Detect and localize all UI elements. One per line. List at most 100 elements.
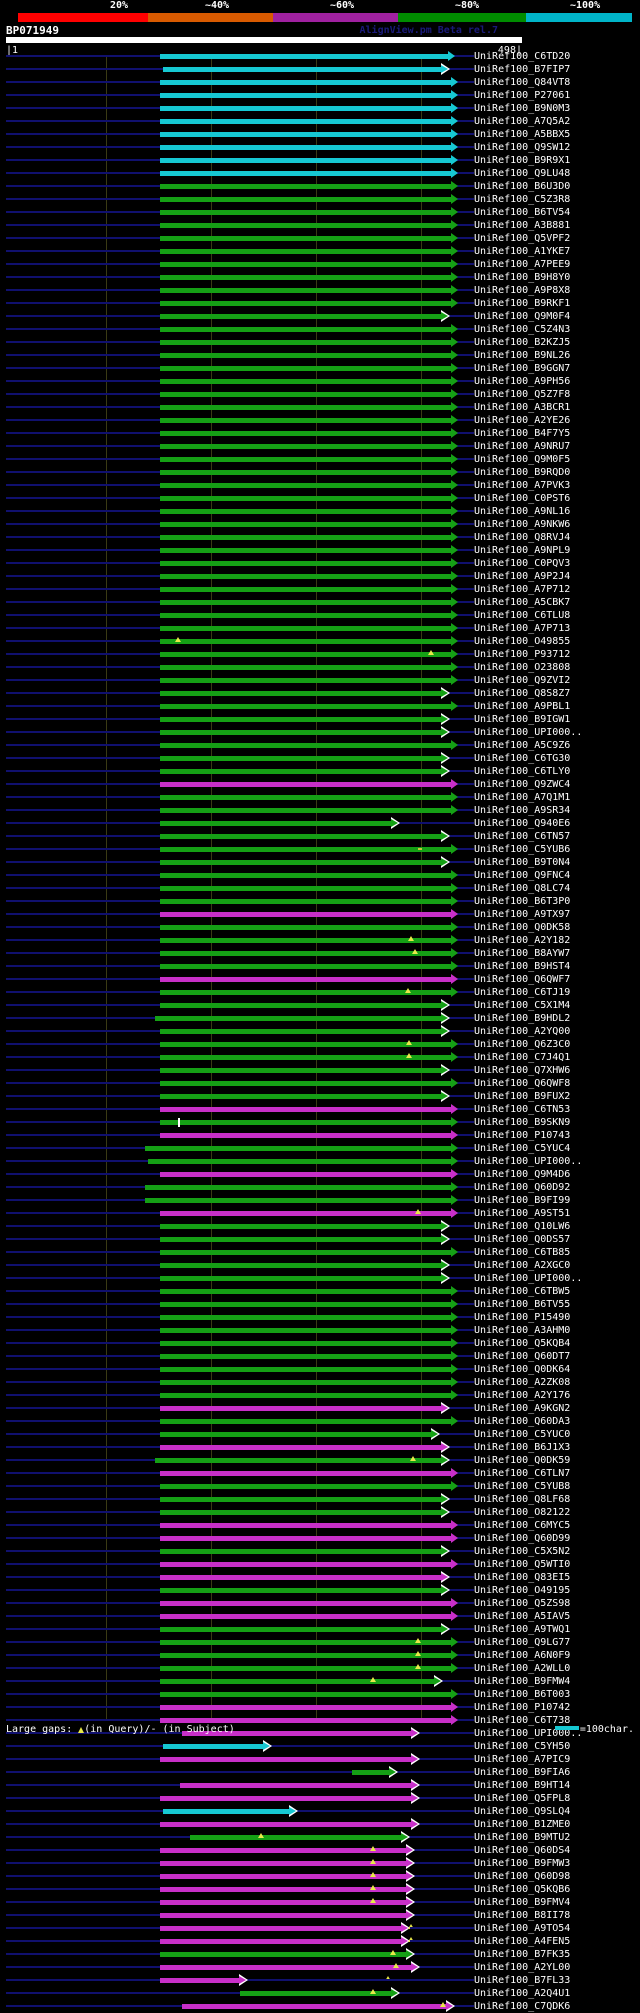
subject-label[interactable]: UniRef100_A9P2J4	[474, 571, 571, 582]
alignment-row[interactable]: UniRef100_B7FK35	[0, 1948, 640, 1961]
alignment-bar[interactable]	[160, 626, 451, 631]
alignment-row[interactable]: UniRef100_B6U3D0	[0, 180, 640, 193]
alignment-bar[interactable]	[160, 1510, 441, 1515]
alignment-bar[interactable]	[160, 1952, 406, 1957]
alignment-bar[interactable]	[160, 951, 451, 956]
alignment-row[interactable]: UniRef100_Q5WTI0	[0, 1558, 640, 1571]
alignment-row[interactable]: UniRef100_B9SKN9	[0, 1116, 640, 1129]
subject-label[interactable]: UniRef100_B9HDL2	[474, 1013, 571, 1024]
alignment-row[interactable]: UniRef100_C5Z4N3	[0, 323, 640, 336]
alignment-bar[interactable]	[160, 314, 441, 319]
alignment-row[interactable]: UniRef100_O82122	[0, 1506, 640, 1519]
alignment-bar[interactable]	[160, 652, 451, 657]
subject-label[interactable]: UniRef100_C5Z4N3	[474, 324, 571, 335]
subject-label[interactable]: UniRef100_B9FMW4	[474, 1676, 571, 1687]
alignment-row[interactable]: UniRef100_Q9M0F5	[0, 453, 640, 466]
alignment-row[interactable]: UniRef100_A3B881	[0, 219, 640, 232]
alignment-row[interactable]: UniRef100_C0PST6	[0, 492, 640, 505]
subject-label[interactable]: UniRef100_A9TX97	[474, 909, 571, 920]
subject-label[interactable]: UniRef100_O49855	[474, 636, 571, 647]
alignment-row[interactable]: UniRef100_A6N0F9	[0, 1649, 640, 1662]
subject-label[interactable]: UniRef100_Q9LU48	[474, 168, 571, 179]
subject-label[interactable]: UniRef100_B6J1X3	[474, 1442, 571, 1453]
alignment-row[interactable]: UniRef100_A7Q1M1	[0, 791, 640, 804]
subject-label[interactable]: UniRef100_Q0DS57	[474, 1234, 571, 1245]
alignment-row[interactable]: UniRef100_Q9M0F4	[0, 310, 640, 323]
alignment-bar[interactable]	[160, 886, 451, 891]
subject-label[interactable]: UniRef100_B9HST4	[474, 961, 571, 972]
subject-label[interactable]: UniRef100_C5YUC4	[474, 1143, 571, 1154]
alignment-row[interactable]: UniRef100_C5X1M4	[0, 999, 640, 1012]
subject-label[interactable]: UniRef100_Q0DK64	[474, 1364, 571, 1375]
alignment-row[interactable]: UniRef100_Q9ZVI2	[0, 674, 640, 687]
alignment-bar[interactable]	[160, 1549, 441, 1554]
alignment-bar[interactable]	[163, 1744, 263, 1749]
alignment-row[interactable]: UniRef100_B6TV55	[0, 1298, 640, 1311]
subject-label[interactable]: UniRef100_C6TN53	[474, 1104, 571, 1115]
alignment-bar[interactable]	[160, 600, 451, 605]
alignment-bar[interactable]	[160, 1055, 451, 1060]
subject-label[interactable]: UniRef100_B6T003	[474, 1689, 571, 1700]
alignment-bar[interactable]	[160, 366, 451, 371]
alignment-bar[interactable]	[160, 1042, 451, 1047]
subject-label[interactable]: UniRef100_B9FI99	[474, 1195, 571, 1206]
alignment-bar[interactable]	[155, 1016, 441, 1021]
alignment-bar[interactable]	[160, 1562, 451, 1567]
subject-label[interactable]: UniRef100_A4FEN5	[474, 1936, 571, 1947]
alignment-row[interactable]: UniRef100_O23808	[0, 661, 640, 674]
alignment-row[interactable]: UniRef100_B9FMW4	[0, 1675, 640, 1688]
subject-label[interactable]: UniRef100_P10743	[474, 1130, 571, 1141]
alignment-row[interactable]: UniRef100_A2Q4U1	[0, 1987, 640, 2000]
alignment-bar[interactable]	[160, 392, 451, 397]
alignment-row[interactable]: UniRef100_Q5FPL8	[0, 1792, 640, 1805]
alignment-row[interactable]: UniRef100_B2KZJ5	[0, 336, 640, 349]
alignment-row[interactable]: UniRef100_Q9SLQ4	[0, 1805, 640, 1818]
alignment-bar[interactable]	[160, 704, 451, 709]
alignment-bar[interactable]	[182, 1731, 411, 1736]
alignment-bar[interactable]	[160, 1107, 451, 1112]
alignment-bar[interactable]	[160, 1003, 441, 1008]
subject-label[interactable]: UniRef100_C0PST6	[474, 493, 571, 504]
alignment-bar[interactable]	[160, 249, 451, 254]
alignment-row[interactable]: UniRef100_B9FMV4	[0, 1896, 640, 1909]
alignment-bar[interactable]	[160, 275, 451, 280]
subject-label[interactable]: UniRef100_Q60D99	[474, 1533, 571, 1544]
alignment-row[interactable]: UniRef100_Q60D98	[0, 1870, 640, 1883]
alignment-bar[interactable]	[160, 132, 451, 137]
alignment-bar[interactable]	[160, 1978, 239, 1983]
alignment-bar[interactable]	[160, 119, 451, 124]
subject-label[interactable]: UniRef100_B6T3P0	[474, 896, 571, 907]
alignment-bar[interactable]	[160, 80, 451, 85]
alignment-row[interactable]: UniRef100_A2YQ00	[0, 1025, 640, 1038]
alignment-bar[interactable]	[160, 1393, 451, 1398]
subject-label[interactable]: UniRef100_Q60DT7	[474, 1351, 571, 1362]
alignment-row[interactable]: UniRef100_Q60DS4	[0, 1844, 640, 1857]
alignment-row[interactable]: UniRef100_C6MYC5	[0, 1519, 640, 1532]
subject-label[interactable]: UniRef100_B9FIA6	[474, 1767, 571, 1778]
alignment-bar[interactable]	[160, 743, 451, 748]
subject-label[interactable]: UniRef100_C5YUB6	[474, 844, 571, 855]
alignment-row[interactable]: UniRef100_C6TLY0	[0, 765, 640, 778]
subject-label[interactable]: UniRef100_Q10LW6	[474, 1221, 571, 1232]
alignment-bar[interactable]	[240, 1991, 391, 1996]
subject-label[interactable]: UniRef100_Q9M0F4	[474, 311, 571, 322]
subject-label[interactable]: UniRef100_Q9LG77	[474, 1637, 571, 1648]
alignment-row[interactable]: UniRef100_A2WLL0	[0, 1662, 640, 1675]
alignment-row[interactable]: UniRef100_Q60D99	[0, 1532, 640, 1545]
alignment-row[interactable]: UniRef100_B9GGN7	[0, 362, 640, 375]
subject-label[interactable]: UniRef100_B9IGW1	[474, 714, 571, 725]
alignment-bar[interactable]	[160, 158, 451, 163]
subject-label[interactable]: UniRef100_Q8RVJ4	[474, 532, 571, 543]
subject-label[interactable]: UniRef100_A2Y176	[474, 1390, 571, 1401]
alignment-bar[interactable]	[160, 860, 441, 865]
alignment-bar[interactable]	[160, 1471, 451, 1476]
subject-label[interactable]: UniRef100_A5IAV5	[474, 1611, 571, 1622]
alignment-bar[interactable]	[160, 1367, 451, 1372]
alignment-row[interactable]: UniRef100_Q83EI5	[0, 1571, 640, 1584]
alignment-bar[interactable]	[160, 964, 451, 969]
alignment-row[interactable]: UniRef100_B6J1X3	[0, 1441, 640, 1454]
alignment-bar[interactable]	[160, 795, 451, 800]
alignment-bar[interactable]	[160, 535, 451, 540]
subject-label[interactable]: UniRef100_A9ST51	[474, 1208, 571, 1219]
alignment-row[interactable]: UniRef100_C5YUC0	[0, 1428, 640, 1441]
